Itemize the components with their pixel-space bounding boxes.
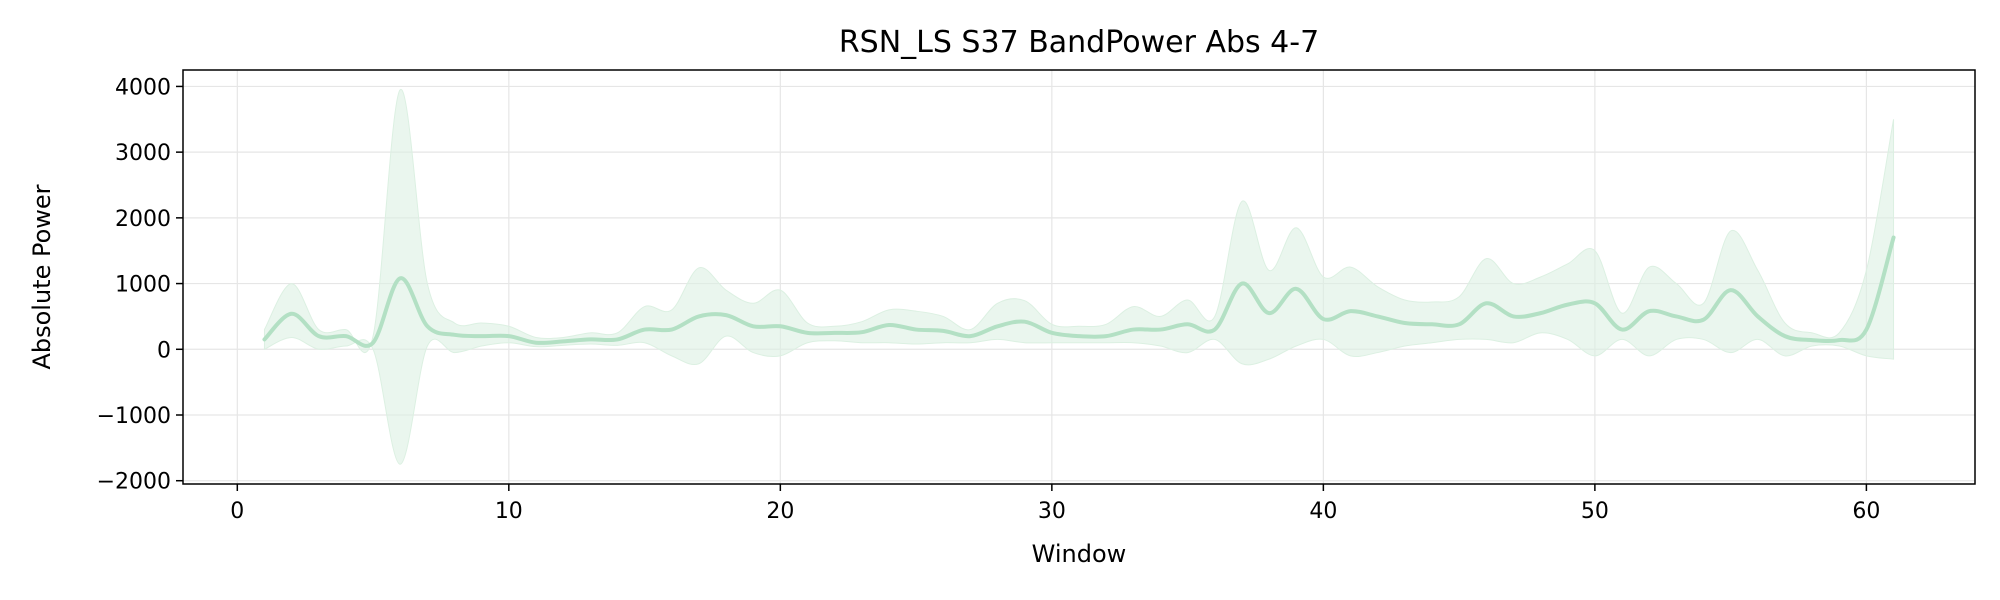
x-tick-label: 20 (766, 499, 794, 524)
y-tick-label: 0 (157, 338, 171, 363)
x-tick-label: 40 (1309, 499, 1337, 524)
x-tick-label: 60 (1852, 499, 1880, 524)
x-axis-title: Window (1032, 540, 1127, 568)
x-axis: 0 10 20 30 40 50 60 (230, 484, 1880, 524)
mean-series-line (262, 235, 1896, 348)
x-tick-label: 30 (1038, 499, 1066, 524)
y-tick-label: −1000 (97, 404, 171, 429)
std-band (263, 89, 1895, 465)
x-tick-label: 0 (230, 499, 244, 524)
y-tick-label: 3000 (115, 141, 171, 166)
plot-frame (182, 69, 1976, 485)
x-tick-label: 50 (1581, 499, 1609, 524)
y-tick-label: 1000 (115, 273, 171, 298)
std-band-area (263, 89, 1895, 465)
grid (183, 70, 1975, 484)
mean-line (262, 235, 1896, 348)
chart-title: RSN_LS S37 BandPower Abs 4-7 (839, 25, 1319, 60)
y-tick-label: −2000 (97, 470, 171, 495)
y-axis: −2000 −1000 0 1000 2000 3000 4000 (97, 75, 183, 495)
y-tick-label: 4000 (115, 75, 171, 100)
y-tick-label: 2000 (115, 207, 171, 232)
x-tick-label: 10 (495, 499, 523, 524)
y-axis-title: Absolute Power (28, 184, 56, 369)
